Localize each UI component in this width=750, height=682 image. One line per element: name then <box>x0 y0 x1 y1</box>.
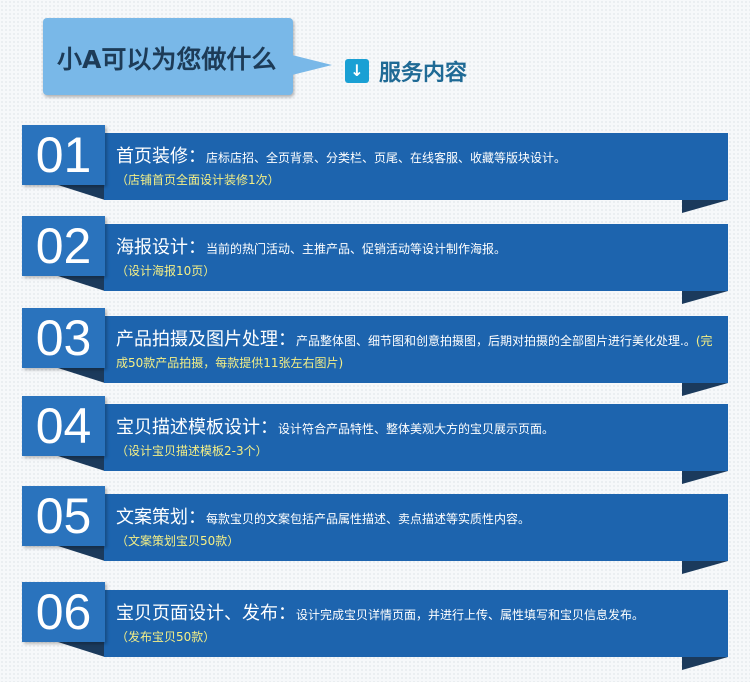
ribbon-fold-left <box>58 276 105 291</box>
section-header: ↓ 服务内容 <box>345 55 467 87</box>
item-banner: 首页装修：店标店招、全页背景、分类栏、页尾、在线客服、收藏等版块设计。 （店铺首页… <box>104 133 728 200</box>
item-banner: 海报设计：当前的热门活动、主推产品、促销活动等设计制作海报。 （设计海报10页） <box>104 224 728 291</box>
item-note: （设计宝贝描述模板2-3个） <box>116 444 268 458</box>
item-title: 产品拍摄及图片处理： <box>116 329 296 350</box>
bubble-tail <box>292 55 332 75</box>
item-title: 宝贝描述模板设计： <box>116 417 278 438</box>
service-item: 03 产品拍摄及图片处理：产品整体图、细节图和创意拍摄图，后期对拍摄的全部图片进… <box>0 308 750 398</box>
item-text: 产品拍摄及图片处理：产品整体图、细节图和创意拍摄图，后期对拍摄的全部图片进行美化… <box>116 329 720 374</box>
item-desc: 设计符合产品特性、整体美观大方的宝贝展示页面。 <box>278 422 555 436</box>
item-title: 宝贝页面设计、发布： <box>116 603 296 624</box>
item-desc: 店标店招、全页背景、分类栏、页尾、在线客服、收藏等版块设计。 <box>206 151 567 165</box>
item-text: 海报设计：当前的热门活动、主推产品、促销活动等设计制作海报。 （设计海报10页） <box>116 237 720 282</box>
ribbon-fold-left <box>58 456 105 471</box>
item-note: （设计海报10页） <box>116 264 216 278</box>
ribbon-fold-left <box>58 185 105 200</box>
item-desc: 每款宝贝的文案包括产品属性描述、卖点描述等实质性内容。 <box>206 512 531 526</box>
item-number: 03 <box>22 308 105 368</box>
item-note: （文案策划宝贝50款） <box>116 534 240 548</box>
service-item: 05 文案策划：每款宝贝的文案包括产品属性描述、卖点描述等实质性内容。 （文案策划… <box>0 486 750 576</box>
item-banner: 宝贝页面设计、发布：设计完成宝贝详情页面，并进行上传、属性填写和宝贝信息发布。 （… <box>104 590 728 657</box>
item-banner: 宝贝描述模板设计：设计符合产品特性、整体美观大方的宝贝展示页面。 （设计宝贝描述模… <box>104 404 728 471</box>
service-item: 06 宝贝页面设计、发布：设计完成宝贝详情页面，并进行上传、属性填写和宝贝信息发… <box>0 582 750 672</box>
ribbon-fold-left <box>58 368 105 383</box>
arrow-down-icon: ↓ <box>345 59 369 83</box>
title-bubble: 小A可以为您做什么 <box>43 18 293 95</box>
item-title: 首页装修： <box>116 146 206 167</box>
item-number: 04 <box>22 396 105 456</box>
ribbon-fold-left <box>58 546 105 561</box>
item-desc: 当前的热门活动、主推产品、促销活动等设计制作海报。 <box>206 242 507 256</box>
service-item: 02 海报设计：当前的热门活动、主推产品、促销活动等设计制作海报。 （设计海报10… <box>0 216 750 306</box>
item-text: 首页装修：店标店招、全页背景、分类栏、页尾、在线客服、收藏等版块设计。 （店铺首页… <box>116 146 720 191</box>
section-title: 服务内容 <box>379 61 468 86</box>
ribbon-fold-right <box>682 657 728 670</box>
item-title: 文案策划： <box>116 507 206 528</box>
item-text: 文案策划：每款宝贝的文案包括产品属性描述、卖点描述等实质性内容。 （文案策划宝贝5… <box>116 507 720 552</box>
item-number: 01 <box>22 125 105 185</box>
service-item: 04 宝贝描述模板设计：设计符合产品特性、整体美观大方的宝贝展示页面。 （设计宝贝… <box>0 396 750 486</box>
ribbon-fold-right <box>682 471 728 484</box>
item-text: 宝贝页面设计、发布：设计完成宝贝详情页面，并进行上传、属性填写和宝贝信息发布。 （… <box>116 603 720 648</box>
bubble-title: 小A可以为您做什么 <box>57 45 277 74</box>
item-note: （发布宝贝50款） <box>116 630 216 644</box>
item-desc: 产品整体图、细节图和创意拍摄图，后期对拍摄的全部图片进行美化处理.。 <box>296 334 696 348</box>
ribbon-fold-right <box>682 200 728 213</box>
item-banner: 产品拍摄及图片处理：产品整体图、细节图和创意拍摄图，后期对拍摄的全部图片进行美化… <box>104 316 728 383</box>
service-item: 01 首页装修：店标店招、全页背景、分类栏、页尾、在线客服、收藏等版块设计。 （店… <box>0 125 750 215</box>
item-desc: 设计完成宝贝详情页面，并进行上传、属性填写和宝贝信息发布。 <box>296 608 645 622</box>
item-note: (完成50款产品拍摄，每款提供11张左右图片) <box>116 334 713 370</box>
item-text: 宝贝描述模板设计：设计符合产品特性、整体美观大方的宝贝展示页面。 （设计宝贝描述模… <box>116 417 720 462</box>
ribbon-fold-right <box>682 561 728 574</box>
item-number: 05 <box>22 486 105 546</box>
ribbon-fold-right <box>682 383 728 396</box>
item-number: 02 <box>22 216 105 276</box>
ribbon-fold-left <box>58 642 105 657</box>
item-title: 海报设计： <box>116 237 206 258</box>
item-banner: 文案策划：每款宝贝的文案包括产品属性描述、卖点描述等实质性内容。 （文案策划宝贝5… <box>104 494 728 561</box>
ribbon-fold-right <box>682 291 728 304</box>
item-number: 06 <box>22 582 105 642</box>
item-note: （店铺首页全面设计装修1次） <box>116 173 280 187</box>
